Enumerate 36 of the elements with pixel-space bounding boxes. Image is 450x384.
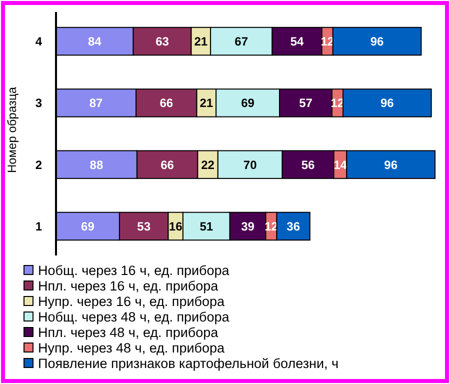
data-label: 53 bbox=[137, 219, 151, 234]
legend-label: Нобщ. через 48 ч, ед. прибора bbox=[38, 310, 230, 325]
data-label: 84 bbox=[88, 34, 102, 48]
data-label: 16 bbox=[168, 219, 183, 234]
data-label: 56 bbox=[301, 158, 316, 172]
data-label: 96 bbox=[370, 34, 384, 48]
legend-label: Появление признаков картофельной болезни, ч bbox=[38, 356, 339, 372]
data-label: 22 bbox=[201, 158, 215, 172]
data-label: 36 bbox=[286, 219, 300, 234]
y-tick-label: 2 bbox=[35, 158, 42, 172]
data-label: 63 bbox=[156, 34, 170, 48]
data-label: 96 bbox=[380, 96, 394, 110]
legend-label: Нупр. через 48 ч, ед. прибора bbox=[38, 340, 226, 356]
legend-label: Нупр. через 16 ч, ед. прибора bbox=[38, 294, 226, 310]
data-label: 21 bbox=[200, 96, 214, 110]
data-label: 88 bbox=[90, 158, 104, 172]
data-label: 67 bbox=[234, 34, 248, 48]
data-label: 66 bbox=[160, 96, 174, 110]
data-label: 69 bbox=[241, 96, 255, 110]
legend-label: Нпл. через 16 ч, ед. прибора bbox=[38, 278, 219, 294]
y-tick-label: 1 bbox=[35, 219, 42, 234]
data-label: 87 bbox=[89, 96, 104, 110]
data-label: 21 bbox=[194, 34, 208, 48]
data-label: 57 bbox=[299, 96, 313, 110]
data-label: 51 bbox=[200, 219, 214, 234]
legend-label: Нобщ. через 16 ч, ед. прибора bbox=[38, 263, 230, 278]
y-tick-label: 3 bbox=[35, 96, 42, 110]
data-label: 96 bbox=[384, 158, 398, 172]
data-label: 69 bbox=[81, 219, 95, 234]
data-label: 66 bbox=[160, 158, 174, 172]
data-label: 39 bbox=[241, 219, 255, 234]
legend-label: Нпл. через 48 ч, ед. прибора bbox=[38, 325, 219, 340]
data-label: 70 bbox=[243, 158, 258, 172]
data-label: 54 bbox=[290, 34, 304, 48]
y-tick-label: 4 bbox=[35, 34, 42, 48]
y-axis-title: Номер образца bbox=[5, 86, 19, 174]
